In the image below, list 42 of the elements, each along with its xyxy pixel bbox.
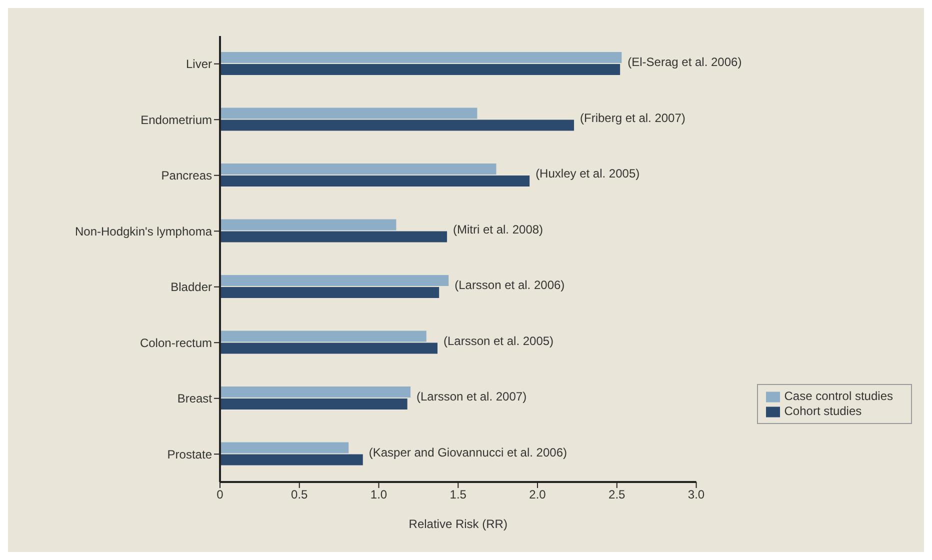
y-tick-label: Endometrium <box>140 112 212 127</box>
y-tick-label: Non-Hodgkin's lymphoma <box>74 224 212 238</box>
bar <box>220 164 496 174</box>
x-axis-title: Relative Risk (RR) <box>408 517 508 531</box>
bar <box>220 219 396 230</box>
bar <box>220 454 363 466</box>
bar <box>220 231 448 242</box>
annotation: (Kasper and Giovannucci et al. 2006) <box>368 445 568 460</box>
x-tick-label: 0 <box>216 488 224 502</box>
bar <box>220 275 449 286</box>
y-tick-label: Pancreas <box>161 168 212 183</box>
bar <box>220 386 411 398</box>
legend-label: Case control studies <box>784 389 893 404</box>
annotation: (Friberg et al. 2007) <box>580 110 686 125</box>
bar <box>220 52 622 63</box>
bar <box>220 398 408 410</box>
bar <box>220 442 349 454</box>
y-tick-label: Prostate <box>167 447 212 462</box>
y-tick-label: Bladder <box>170 280 212 294</box>
bar <box>220 176 530 186</box>
bar <box>220 287 440 298</box>
bar <box>220 342 438 354</box>
annotation: (El-Serag et al. 2006) <box>628 55 742 70</box>
y-tick-label: Breast <box>177 392 213 406</box>
x-tick-label: 3.0 <box>688 488 705 502</box>
annotation: (Larsson et al. 2007) <box>416 390 527 404</box>
annotation: (Mitri et al. 2008) <box>453 222 544 236</box>
y-tick-label: Liver <box>186 57 212 72</box>
annotation: (Larsson et al. 2005) <box>443 334 554 348</box>
bar <box>220 330 426 342</box>
x-tick-label: 0.5 <box>291 488 308 502</box>
annotation: (Huxley et al. 2005) <box>536 166 640 181</box>
bar <box>220 64 620 75</box>
bar <box>220 120 574 131</box>
annotation: (Larsson et al. 2006) <box>454 278 565 292</box>
x-tick-label: 1.0 <box>370 488 388 502</box>
x-tick-label: 2.0 <box>529 488 546 502</box>
x-tick-label: 2.5 <box>608 488 626 502</box>
bar <box>220 108 478 119</box>
legend-label: Cohort studies <box>784 404 862 418</box>
x-tick-label: 1.5 <box>450 488 467 502</box>
y-tick-label: Colon-rectum <box>140 336 212 350</box>
